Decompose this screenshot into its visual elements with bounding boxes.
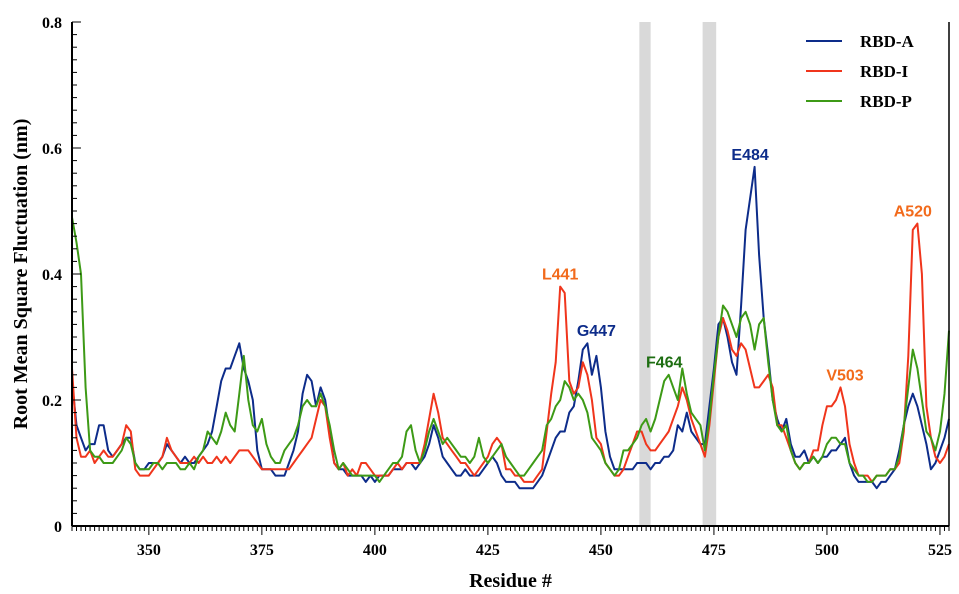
x-tick-label: 450 xyxy=(589,542,613,559)
ticks: 350 375 400 425 450 475 500 525 0 0.2 0.4 0.6 0.8 xyxy=(42,15,952,559)
annotation-e484: E484 xyxy=(731,147,768,164)
series-line-rbd-a xyxy=(71,165,950,490)
y-tick-label: 0.2 xyxy=(42,393,62,410)
y-tick-label: 0.6 xyxy=(42,141,62,158)
series-lines xyxy=(71,165,950,490)
x-tick-label: 500 xyxy=(815,542,839,559)
legend: RBD-A RBD-I RBD-P xyxy=(806,32,915,111)
x-tick-label: 350 xyxy=(137,542,161,559)
y-tick-label: 0 xyxy=(54,519,62,536)
legend-label-rbd-i: RBD-I xyxy=(860,62,909,81)
annotation-v503: V503 xyxy=(826,367,863,384)
x-tick-label: 425 xyxy=(476,542,500,559)
annotation-l441: L441 xyxy=(542,266,579,283)
y-tick-label: 0.4 xyxy=(42,267,62,284)
annotation-f464: F464 xyxy=(646,355,683,372)
series-line-rbd-p xyxy=(71,217,950,483)
annotation-g447: G447 xyxy=(577,323,616,340)
x-tick-label: 400 xyxy=(363,542,387,559)
legend-label-rbd-a: RBD-A xyxy=(860,32,915,51)
annotation-a520: A520 xyxy=(894,203,932,220)
x-tick-label: 475 xyxy=(702,542,726,559)
x-tick-label: 375 xyxy=(250,542,274,559)
y-axis-title: Root Mean Square Fluctuation (nm) xyxy=(10,119,32,430)
legend-label-rbd-p: RBD-P xyxy=(860,92,912,111)
y-tick-label: 0.8 xyxy=(42,15,62,32)
x-tick-label: 525 xyxy=(928,542,952,559)
annotations: L441 G447 F464 E484 V503 A520 xyxy=(542,147,932,385)
series-line-rbd-i xyxy=(71,222,950,483)
x-axis-title: Residue # xyxy=(469,570,552,592)
shaded-region-1 xyxy=(639,22,651,526)
